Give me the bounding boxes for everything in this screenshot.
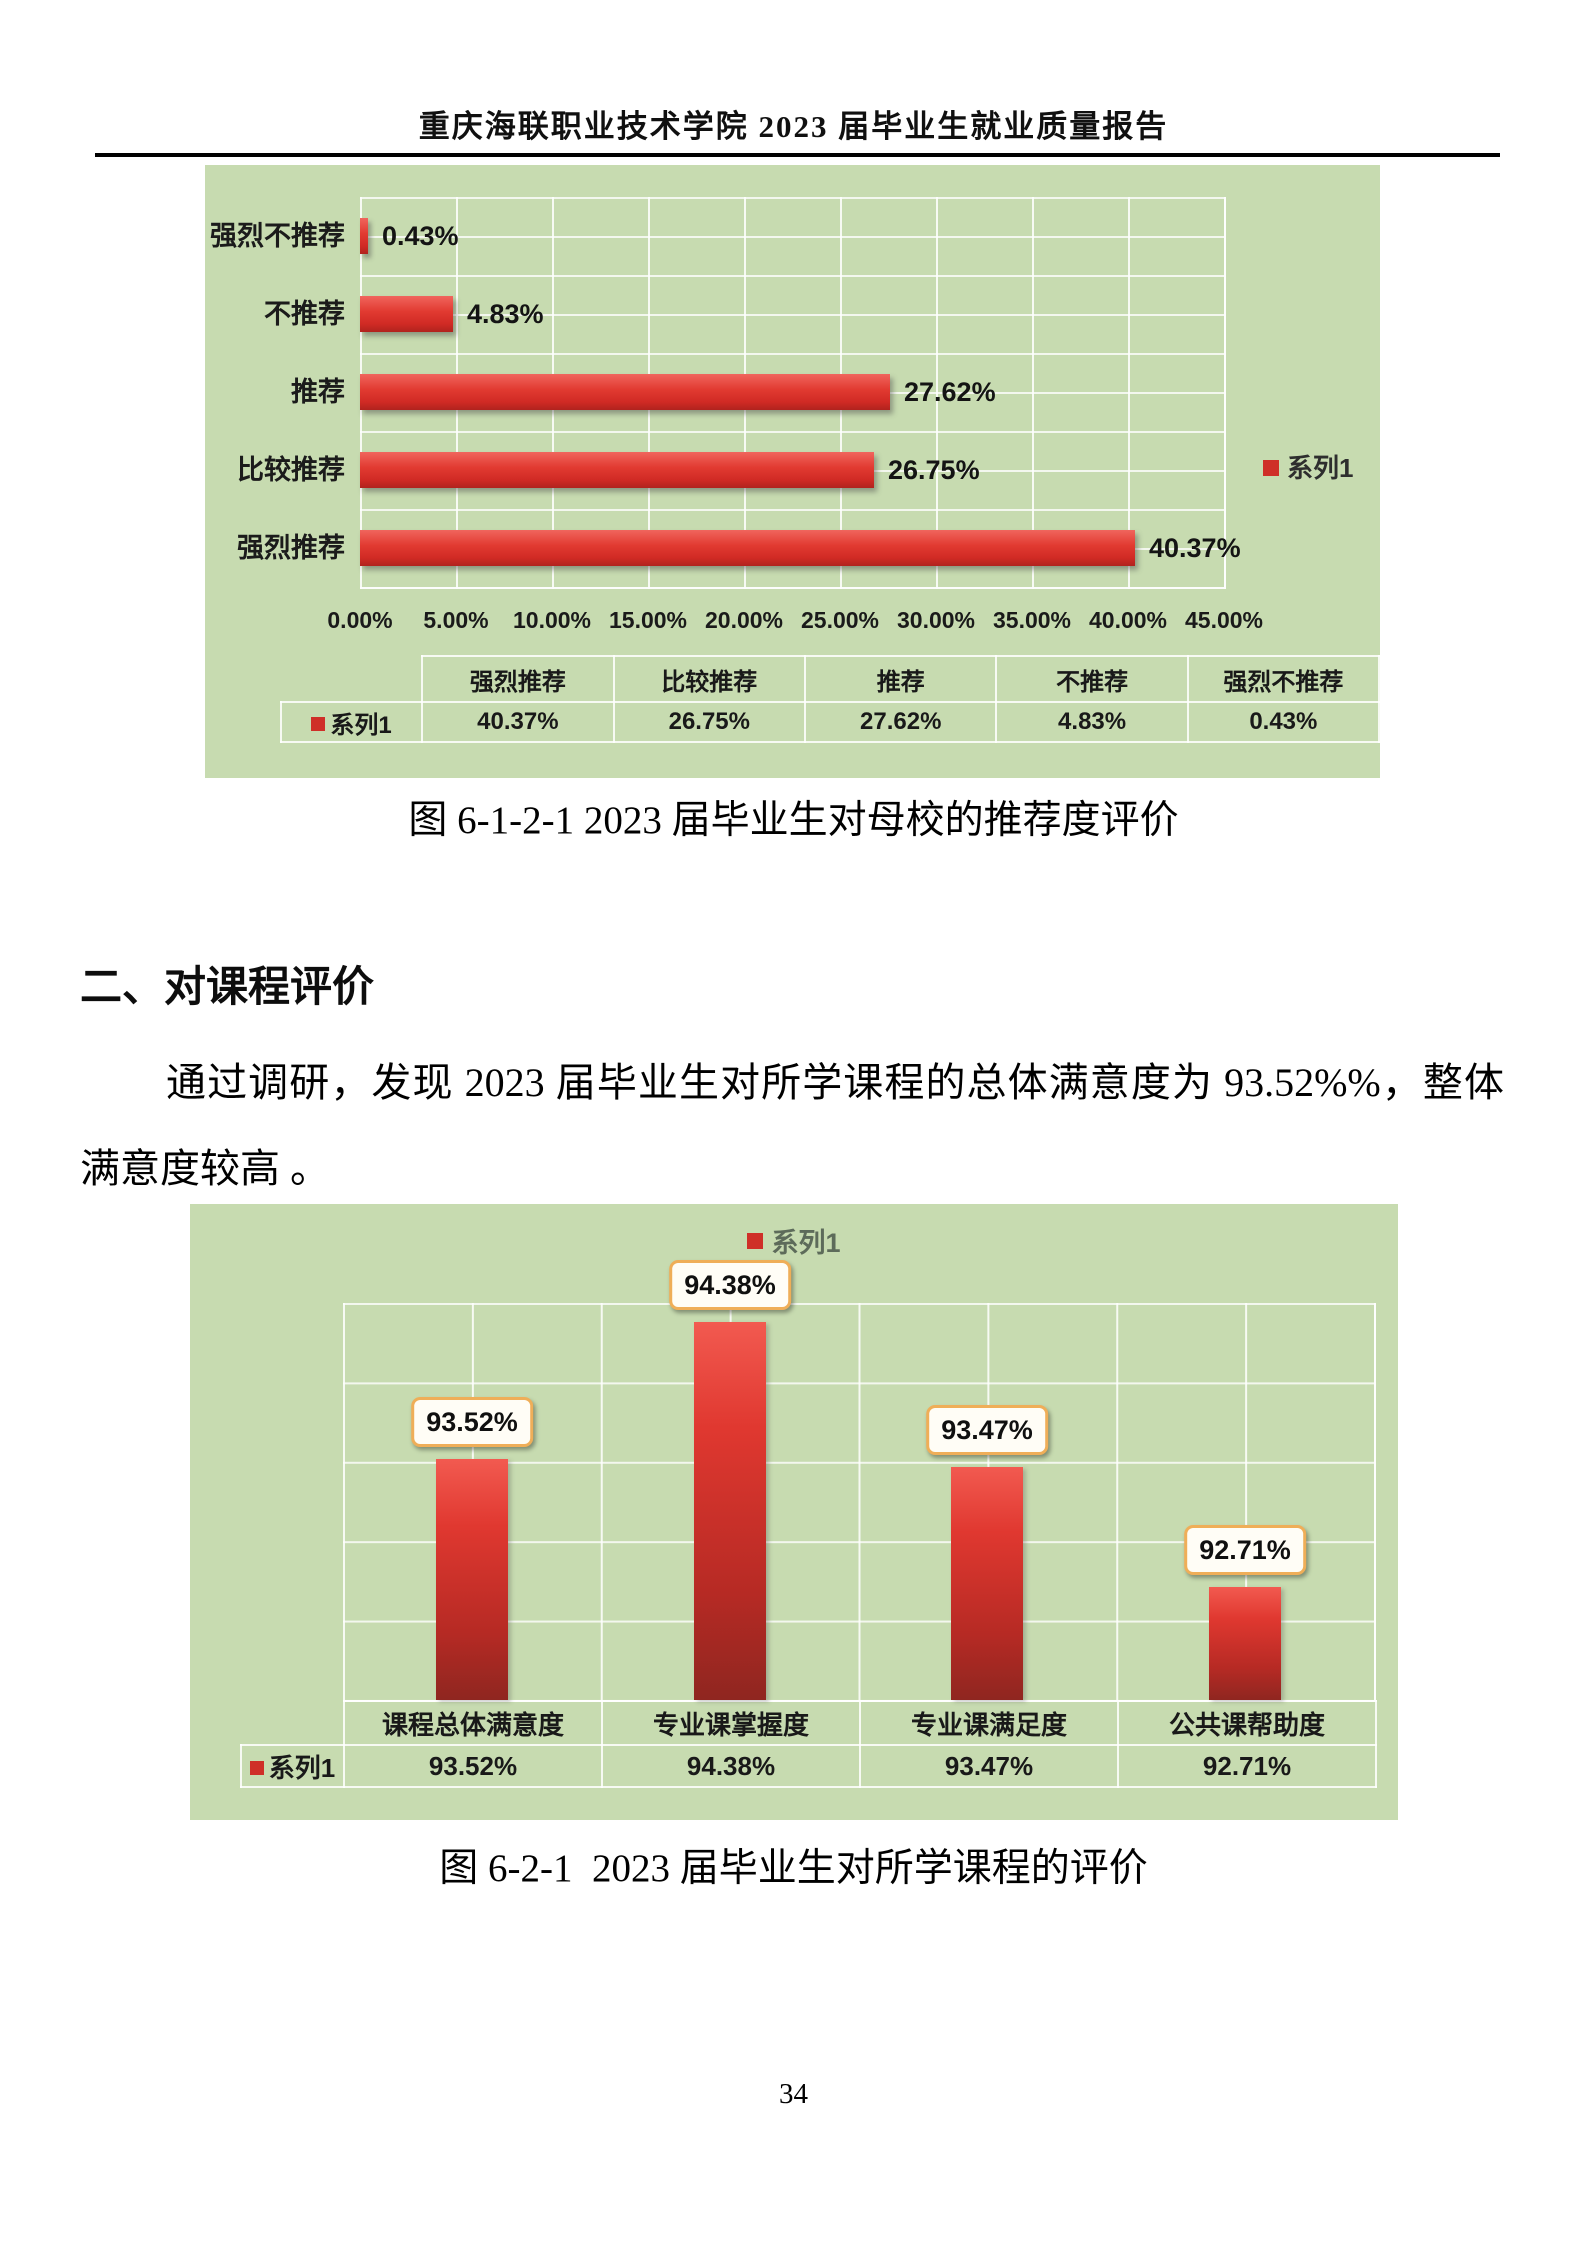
chart1-x-tick: 0.00% xyxy=(327,607,393,633)
table-value-row: 系列1 93.52% 94.38% 93.47% 92.71% xyxy=(240,1744,1377,1788)
recommendation-bar-chart: 系列1 强烈推荐 比较推荐 推荐 不推荐 强烈不推荐 系列1 40.37% 26.75% 27.… xyxy=(205,165,1381,778)
table-corner-cell xyxy=(241,1701,344,1745)
chart1-value-label: 4.83% xyxy=(467,299,544,329)
chart1-value-label: 40.37% xyxy=(1149,533,1241,563)
chart1-x-tick: 25.00% xyxy=(800,607,880,633)
chart2-data-label: 93.52% xyxy=(411,1397,533,1447)
chart2-caption: 图 6-2-1 2023 届毕业生对所学课程的评价 xyxy=(439,1847,1148,1890)
series-color-key-icon xyxy=(1263,460,1279,477)
chart1-bar xyxy=(360,218,368,254)
table-value-cell: 27.62% xyxy=(804,701,998,743)
series-key-icon xyxy=(311,717,326,732)
series-name-label: 系列1 xyxy=(268,1752,336,1783)
table-category-cell: 强烈推荐 xyxy=(421,655,615,703)
chart2-bar xyxy=(951,1467,1023,1700)
chart1-legend: 系列1 xyxy=(1263,453,1353,483)
page-header-title: 重庆海联职业技术学院 2023 届毕业生就业质量报告 xyxy=(418,109,1169,144)
chart2-data-label: 92.71% xyxy=(1184,1525,1306,1575)
chart1-x-tick: 20.00% xyxy=(704,607,784,633)
table-series-cell: 系列1 xyxy=(279,701,424,743)
header-rule xyxy=(95,153,1500,157)
table-value-cell: 93.52% xyxy=(343,1744,603,1788)
table-header-row: 课程总体满意度 专业课掌握度 专业课满足度 公共课帮助度 xyxy=(241,1700,1377,1746)
chart1-bar xyxy=(360,452,874,488)
table-header-row: 强烈推荐 比较推荐 推荐 不推荐 强烈不推荐 xyxy=(281,655,1381,703)
chart2-data-label: 94.38% xyxy=(669,1260,791,1310)
chart1-x-tick: 40.00% xyxy=(1088,607,1168,633)
table-series-cell: 系列1 xyxy=(240,1744,345,1788)
chart1-x-tick: 45.00% xyxy=(1184,607,1264,633)
chart1-value-label: 27.62% xyxy=(904,377,996,407)
chart2-legend: 系列1 xyxy=(190,1228,1398,1258)
chart1-value-label: 26.75% xyxy=(888,455,980,485)
chart1-category-label: 强烈推荐 xyxy=(237,533,345,563)
series-color-key-icon xyxy=(747,1233,764,1249)
series-name-label: 系列1 xyxy=(330,711,392,739)
chart1-caption: 图 6-1-2-1 2023 届毕业生对母校的推荐度评价 xyxy=(408,799,1179,842)
chart2-bar xyxy=(1209,1587,1281,1700)
chart1-category-label: 推荐 xyxy=(291,377,345,407)
table-category-cell: 推荐 xyxy=(804,655,998,703)
table-value-cell: 0.43% xyxy=(1186,701,1381,743)
chart1-value-label: 0.43% xyxy=(382,221,459,251)
chart2-data-label: 93.47% xyxy=(926,1405,1048,1455)
table-category-cell: 不推荐 xyxy=(995,655,1189,703)
chart1-data-table: 强烈推荐 比较推荐 推荐 不推荐 强烈不推荐系列1 40.37% 26.75% 27.62% 4… xyxy=(279,655,1381,743)
table-value-cell: 92.71% xyxy=(1117,1744,1377,1788)
chart1-category-label: 比较推荐 xyxy=(237,455,345,485)
table-value-cell: 40.37% xyxy=(421,701,615,743)
table-value-cell: 26.75% xyxy=(612,701,807,743)
course-evaluation-bar-chart: 系列1 课程总体满意度 专业课掌握度 专业课满足度 公共课帮助度 系列1 93.52% 94… xyxy=(190,1204,1398,1820)
page-number: 34 xyxy=(779,2078,808,2110)
chart2-plot-area xyxy=(343,1303,1376,1702)
chart2-bar xyxy=(436,1459,508,1700)
chart2-legend-label: 系列1 xyxy=(771,1228,841,1258)
chart1-category-label: 强烈不推荐 xyxy=(210,221,345,251)
chart1-x-tick: 10.00% xyxy=(512,607,592,633)
chart1-bar xyxy=(360,374,890,410)
body-paragraph: 通过调研，发现 2023 届毕业生对所学课程的总体满意度为 93.52%%，整体… xyxy=(80,1060,1504,1191)
chart1-bar xyxy=(360,530,1135,566)
chart1-x-tick: 30.00% xyxy=(896,607,976,633)
table-value-cell: 94.38% xyxy=(601,1744,861,1788)
table-value-cell: 93.47% xyxy=(859,1744,1119,1788)
table-category-cell: 专业课满足度 xyxy=(859,1700,1119,1746)
chart1-category-label: 不推荐 xyxy=(264,299,345,329)
table-category-cell: 课程总体满意度 xyxy=(343,1700,603,1746)
table-corner-cell xyxy=(281,656,422,702)
table-value-cell: 4.83% xyxy=(995,701,1189,743)
chart1-x-tick: 15.00% xyxy=(608,607,688,633)
table-value-row: 系列1 40.37% 26.75% 27.62% 4.83% 0.43% xyxy=(279,701,1381,743)
chart2-data-table: 课程总体满意度 专业课掌握度 专业课满足度 公共课帮助度 系列1 93.52% 94.38%… xyxy=(240,1700,1377,1788)
table-category-cell: 强烈不推荐 xyxy=(1186,655,1381,703)
series-key-icon xyxy=(249,1760,264,1775)
table-category-cell: 公共课帮助度 xyxy=(1117,1700,1377,1746)
section-heading: 二、对课程评价 xyxy=(80,963,375,1010)
table-category-cell: 专业课掌握度 xyxy=(601,1700,861,1746)
chart1-bar xyxy=(360,296,453,332)
chart1-x-tick: 5.00% xyxy=(423,607,489,633)
chart1-x-tick: 35.00% xyxy=(992,607,1072,633)
chart1-legend-label: 系列1 xyxy=(1287,453,1354,483)
table-category-cell: 比较推荐 xyxy=(612,655,807,703)
chart2-bar xyxy=(694,1322,766,1700)
